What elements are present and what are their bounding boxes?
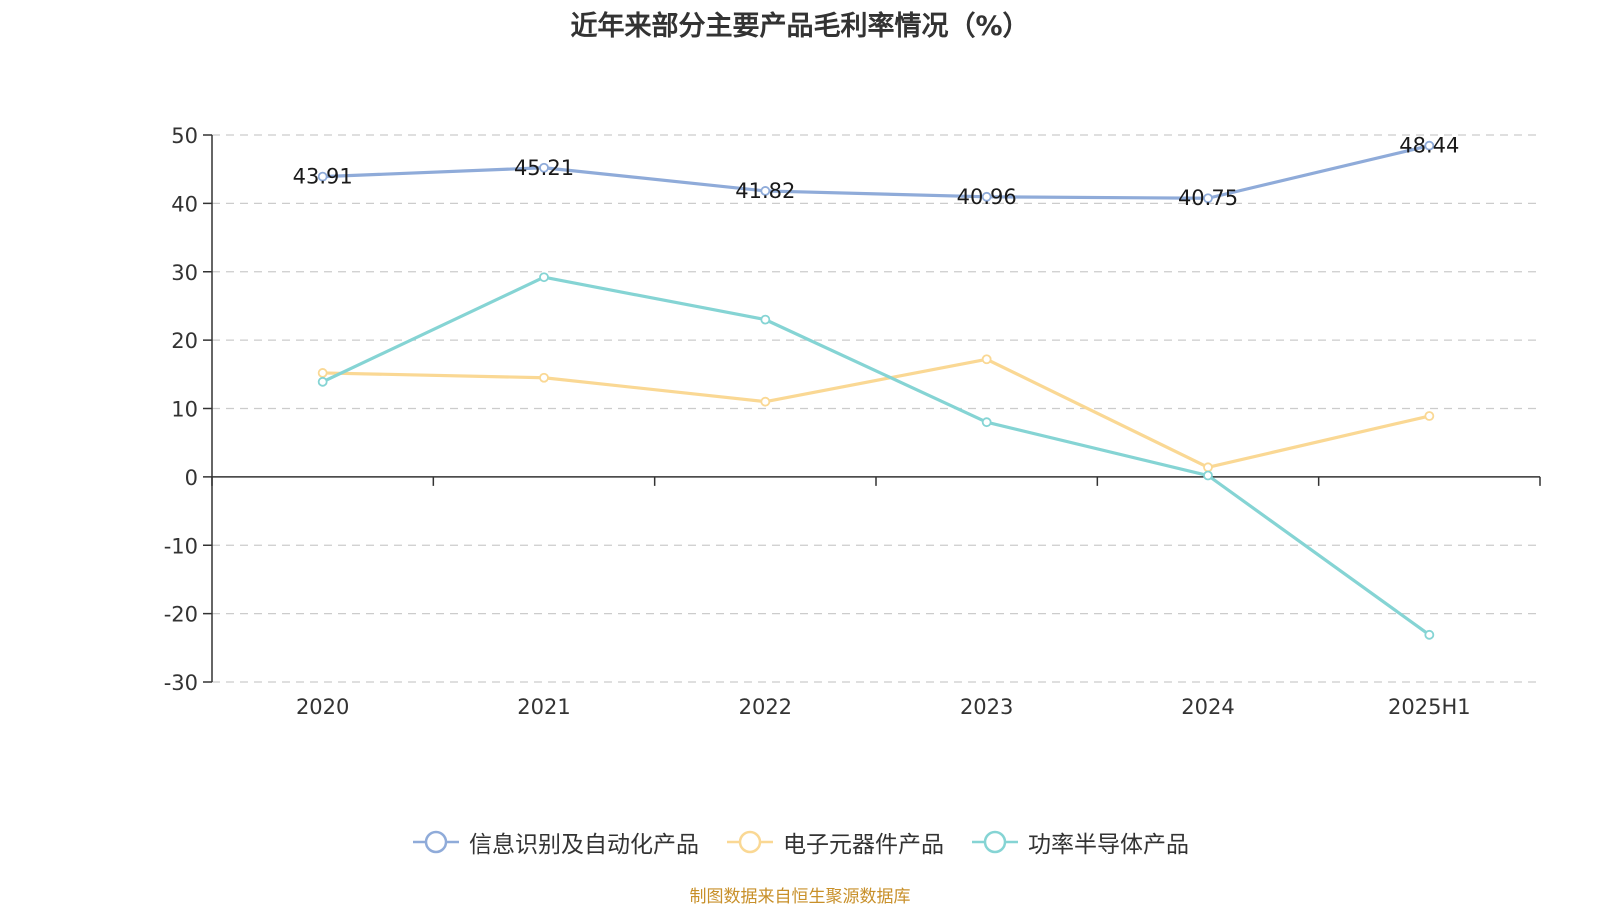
- legend-item-series-1[interactable]: 信息识别及自动化产品: [411, 825, 699, 859]
- y-tick-label: 0: [185, 466, 198, 490]
- legend-marker-icon: [972, 830, 1018, 854]
- data-point: [1203, 462, 1213, 473]
- legend-item-series-2[interactable]: 电子元器件产品: [725, 825, 944, 859]
- data-label: 41.82: [735, 179, 795, 203]
- y-tick-label: 50: [171, 124, 198, 148]
- legend-label: 信息识别及自动化产品: [469, 832, 699, 858]
- data-label: 43.91: [293, 165, 353, 189]
- data-point: [317, 171, 328, 182]
- data-point: [1424, 411, 1435, 421]
- x-tick-label: 2021: [517, 695, 570, 719]
- chart-title: 近年来部分主要产品毛利率情况（%）: [570, 11, 1030, 42]
- x-tick-label: 2023: [960, 695, 1013, 719]
- legend-marker-icon: [413, 830, 459, 854]
- y-tick-label: 10: [171, 398, 198, 422]
- legend-label: 功率半导体产品: [1028, 832, 1189, 858]
- data-point: [1203, 193, 1213, 204]
- data-point: [981, 191, 992, 202]
- legend: 信息识别及自动化产品 电子元器件产品 功率半导体产品: [0, 825, 1600, 859]
- data-point: [981, 354, 992, 365]
- data-point: [539, 272, 549, 283]
- data-point: [1424, 629, 1435, 640]
- y-tick-label: 40: [171, 192, 198, 216]
- data-label: 48.44: [1399, 134, 1459, 158]
- y-tick-label: 30: [171, 261, 198, 285]
- legend-item-series-3[interactable]: 功率半导体产品: [970, 825, 1189, 859]
- series-line: [322, 357, 1430, 469]
- data-point: [981, 417, 992, 428]
- data-point: [317, 376, 328, 387]
- data-point: [539, 162, 549, 173]
- series-line: [321, 275, 1431, 637]
- series-line: [322, 144, 1430, 200]
- legend-label: 电子元器件产品: [783, 832, 944, 858]
- y-tick-label: 20: [171, 329, 198, 353]
- data-point: [1424, 140, 1435, 151]
- data-point: [1203, 470, 1213, 481]
- data-label: 45.21: [514, 156, 574, 180]
- data-point: [539, 372, 549, 383]
- x-tick-label: 2025H1: [1388, 695, 1471, 719]
- data-point: [317, 368, 328, 378]
- x-tick-label: 2020: [296, 695, 349, 719]
- y-tick-label: -20: [164, 603, 198, 627]
- y-tick-label: -10: [164, 534, 198, 558]
- source-note: 制图数据来自恒生聚源数据库: [689, 887, 911, 907]
- data-label: 40.75: [1178, 186, 1238, 210]
- y-tick-label: -30: [164, 671, 198, 695]
- data-point: [760, 314, 771, 325]
- data-label: 40.96: [957, 185, 1017, 209]
- data-point: [760, 186, 771, 196]
- x-tick-label: 2024: [1181, 695, 1234, 719]
- data-point: [760, 396, 771, 407]
- legend-marker-icon: [727, 830, 773, 854]
- x-tick-label: 2022: [739, 695, 792, 719]
